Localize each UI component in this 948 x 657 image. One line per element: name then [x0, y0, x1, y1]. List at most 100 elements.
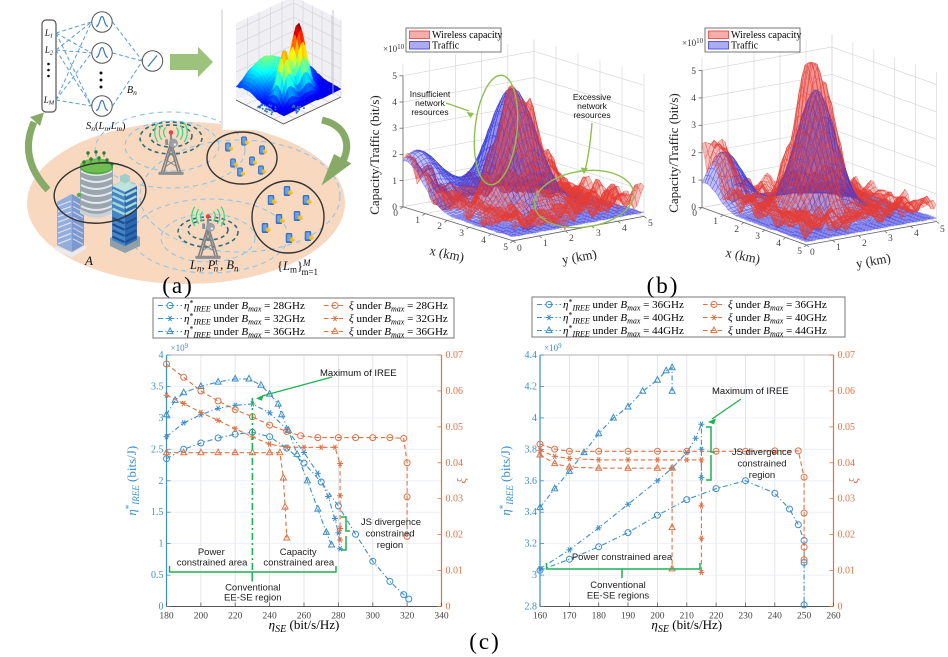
svg-text:4: 4: [532, 413, 537, 424]
svg-text:4: 4: [622, 224, 627, 234]
svg-text:260: 260: [297, 612, 312, 622]
svg-text:Bn: Bn: [127, 85, 137, 97]
svg-text:y (km): y (km): [561, 246, 598, 267]
svg-text:200: 200: [650, 612, 665, 622]
svg-text:y (km): y (km): [855, 250, 892, 271]
svg-text:3: 3: [691, 121, 696, 131]
svg-text:4: 4: [159, 350, 164, 361]
svg-text:region: region: [377, 540, 403, 551]
svg-text:0.07: 0.07: [838, 350, 856, 361]
svg-text:Traffic: Traffic: [731, 41, 759, 52]
svg-text:3: 3: [159, 413, 164, 424]
svg-text:320: 320: [400, 612, 415, 622]
svg-text:network: network: [577, 101, 608, 111]
svg-text:constrained area: constrained area: [177, 558, 248, 569]
svg-text:4.4: 4.4: [525, 350, 538, 361]
svg-text:A: A: [84, 253, 93, 268]
svg-text:1: 1: [543, 239, 548, 249]
svg-text:0.03: 0.03: [838, 494, 856, 505]
svg-text:2: 2: [734, 225, 739, 235]
svg-text:1: 1: [691, 176, 696, 186]
svg-text:180: 180: [592, 612, 607, 622]
svg-text:3: 3: [596, 229, 601, 239]
svg-text:160: 160: [533, 612, 548, 622]
svg-text:170: 170: [562, 612, 577, 622]
svg-text:4: 4: [776, 239, 781, 249]
svg-text:constrained area: constrained area: [263, 558, 334, 569]
svg-text:2: 2: [569, 234, 574, 244]
svg-text:resources: resources: [573, 110, 610, 120]
svg-text:5: 5: [648, 219, 653, 229]
svg-text:Insufficient: Insufficient: [410, 89, 451, 99]
svg-text:240: 240: [262, 612, 277, 622]
svg-text:0.06: 0.06: [446, 386, 464, 397]
svg-text:JS divergence: JS divergence: [361, 517, 421, 528]
svg-text:Ln, Ptn, Bn: Ln, Pt n, Bn: [189, 258, 239, 274]
svg-text:η*IREE (bits/J): η*IREE (bits/J): [498, 446, 515, 516]
svg-text:1: 1: [415, 216, 420, 226]
svg-text:Traffic: Traffic: [432, 41, 460, 52]
svg-text:280: 280: [331, 612, 346, 622]
svg-text:ξ under Bmax = 36GHz: ξ under Bmax = 36GHz: [728, 299, 827, 313]
svg-text:2: 2: [862, 239, 867, 249]
svg-text:Maximum of IREE: Maximum of IREE: [320, 368, 397, 379]
svg-text:x (km): x (km): [724, 245, 761, 267]
svg-text:2: 2: [159, 476, 164, 487]
svg-text:Capacity/Traffic (bit/s): Capacity/Traffic (bit/s): [367, 95, 382, 215]
svg-text:340: 340: [434, 612, 449, 622]
svg-text:(b): (b): [647, 273, 680, 298]
svg-text:180: 180: [159, 612, 174, 622]
svg-text:ξ: ξ: [454, 478, 469, 484]
svg-text:{Lm}Mm=1: {Lm}M m=1: [277, 258, 318, 277]
svg-text:LM: LM: [43, 95, 55, 107]
svg-text:240: 240: [768, 612, 783, 622]
svg-text:1: 1: [713, 217, 718, 227]
svg-text:0.5: 0.5: [151, 570, 164, 581]
svg-text:1.5: 1.5: [151, 507, 164, 518]
svg-text:3.5: 3.5: [151, 381, 164, 392]
svg-text:0.05: 0.05: [838, 422, 856, 433]
svg-text:4: 4: [691, 94, 696, 104]
svg-text:η*IREE under Bmax = 32GHz: η*IREE under Bmax = 32GHz: [184, 312, 305, 327]
svg-text:1: 1: [392, 177, 397, 187]
svg-text:3: 3: [888, 234, 893, 244]
svg-text:(c): (c): [469, 629, 501, 654]
svg-text:ξ under Bmax = 44GHz: ξ under Bmax = 44GHz: [728, 325, 827, 339]
svg-text:Maximum of IREE: Maximum of IREE: [712, 386, 789, 397]
svg-text:0: 0: [393, 209, 398, 219]
svg-text:190: 190: [621, 612, 636, 622]
svg-text:0: 0: [517, 244, 522, 254]
svg-text:0: 0: [692, 209, 697, 219]
svg-text:0: 0: [446, 602, 451, 613]
svg-text:x (km): x (km): [428, 243, 465, 265]
svg-text:1: 1: [159, 539, 164, 550]
svg-text:η*IREE (bits/J): η*IREE (bits/J): [124, 446, 141, 516]
svg-text:4: 4: [392, 98, 397, 108]
svg-text:0: 0: [838, 602, 843, 613]
svg-text:3.4: 3.4: [525, 507, 538, 518]
svg-text:EE-SE regions: EE-SE regions: [587, 591, 650, 602]
svg-text:EE-SE region: EE-SE region: [224, 593, 282, 604]
svg-text:2: 2: [392, 150, 397, 160]
svg-text:260: 260: [826, 612, 841, 622]
svg-text:Power: Power: [198, 547, 225, 558]
svg-text:η*IREE under Bmax = 44GHz: η*IREE under Bmax = 44GHz: [563, 324, 684, 339]
svg-text:230: 230: [738, 612, 753, 622]
svg-text:0.07: 0.07: [446, 350, 464, 361]
svg-text:5: 5: [691, 67, 696, 77]
svg-text:×109: ×109: [544, 342, 562, 353]
svg-text:Sn(Ln,Lm): Sn(Ln,Lm): [86, 121, 126, 133]
svg-text:4: 4: [481, 236, 486, 246]
svg-text:3.2: 3.2: [525, 539, 538, 550]
svg-text:Wireless capacity: Wireless capacity: [432, 30, 502, 41]
svg-text:ξ under Bmax = 28GHz: ξ under Bmax = 28GHz: [349, 300, 448, 314]
svg-text:220: 220: [228, 612, 243, 622]
svg-text:ηSE (bit/s/Hz): ηSE (bit/s/Hz): [651, 617, 722, 635]
svg-text:5: 5: [503, 243, 508, 253]
svg-text:Power constrained area: Power constrained area: [572, 552, 673, 563]
svg-text:network: network: [415, 98, 446, 108]
svg-text:ηSE (bit/s/Hz): ηSE (bit/s/Hz): [269, 617, 340, 635]
svg-text:0: 0: [691, 203, 696, 213]
svg-text:L2: L2: [44, 45, 54, 57]
svg-text:×1010: ×1010: [682, 37, 704, 48]
